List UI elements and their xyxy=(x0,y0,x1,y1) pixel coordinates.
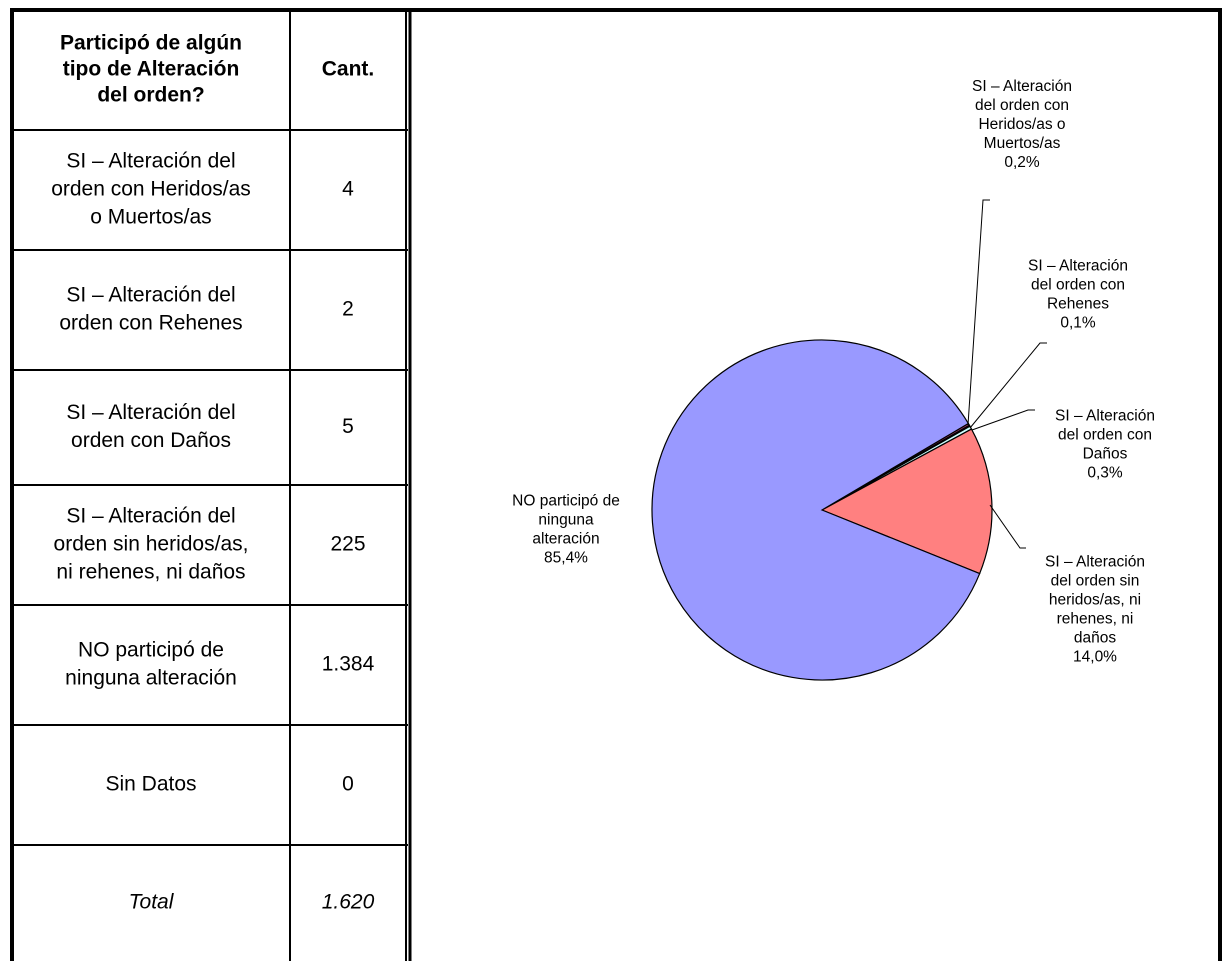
slice-value-label: 14,0% xyxy=(1073,649,1117,666)
slice-label: NO participó de ninguna alteración xyxy=(512,493,620,548)
slice-value-label: 0,3% xyxy=(1087,465,1123,482)
pie-slice xyxy=(651,339,981,681)
slice-value-label: 85,4% xyxy=(544,550,588,567)
table-cell: SI – Alteración del orden con Heridos/as o… xyxy=(51,150,251,229)
table-cell: SI – Alteración del orden con Rehenes xyxy=(59,284,242,335)
table-cell: Sin Datos xyxy=(105,773,196,796)
leader-line xyxy=(971,409,1035,431)
table-cell: NO participó de ninguna alteración xyxy=(65,639,237,690)
header-cell: Participó de algún tipo de Alteración del … xyxy=(60,32,242,107)
leader-line xyxy=(967,199,990,426)
table-cell: Total xyxy=(129,891,175,914)
table-cell: 1.384 xyxy=(322,653,375,676)
pie-slice xyxy=(820,428,993,575)
header-cell: Cant. xyxy=(322,58,375,81)
table-cell: 4 xyxy=(342,178,354,201)
table-cell: 1.620 xyxy=(322,891,375,914)
slice-label: SI – Alteración del orden con Heridos/as o… xyxy=(972,78,1072,152)
table-cell: SI – Alteración del orden con Daños xyxy=(66,401,235,452)
leader-line xyxy=(989,504,1026,549)
leader-line xyxy=(969,342,1047,429)
table-cell: 2 xyxy=(342,298,354,321)
slice-label: SI – Alteración del orden con Daños xyxy=(1055,408,1155,463)
slice-label: SI – Alteración del orden con Rehenes xyxy=(1028,258,1128,313)
slice-label: SI – Alteración del orden sin heridos/as, … xyxy=(1045,554,1145,647)
table-cell: SI – Alteración del orden sin heridos/as,… xyxy=(54,505,249,584)
table-cell: 0 xyxy=(342,773,354,796)
table-cell: 225 xyxy=(330,533,365,556)
slice-value-label: 0,1% xyxy=(1060,315,1096,332)
slice-value-label: 0,2% xyxy=(1004,154,1040,171)
table-cell: 5 xyxy=(342,415,354,438)
